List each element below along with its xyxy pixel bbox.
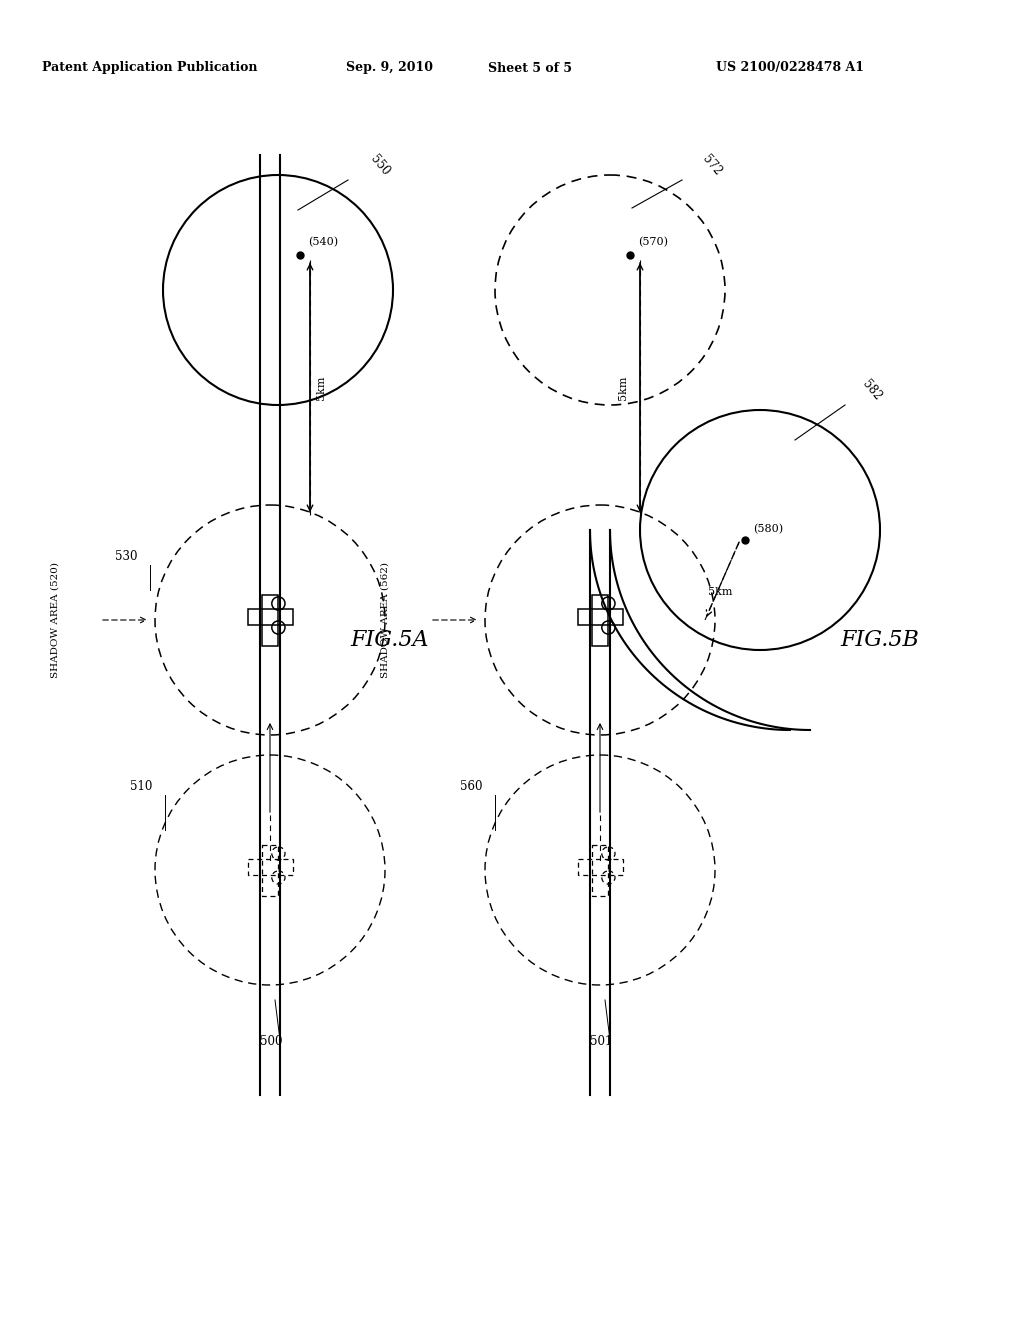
- Text: 582: 582: [860, 378, 885, 403]
- Text: Sep. 9, 2010: Sep. 9, 2010: [346, 62, 433, 74]
- Bar: [248, 859, 293, 875]
- Bar: [592, 594, 608, 645]
- Bar: [248, 609, 293, 626]
- Text: (570): (570): [638, 236, 668, 247]
- Text: 5km: 5km: [618, 375, 628, 400]
- Text: 5km: 5km: [708, 587, 732, 597]
- Text: 572: 572: [700, 153, 724, 178]
- Text: 560: 560: [460, 780, 482, 793]
- Bar: [578, 609, 623, 626]
- Text: Patent Application Publication: Patent Application Publication: [42, 62, 258, 74]
- Text: US 2100/0228478 A1: US 2100/0228478 A1: [716, 62, 864, 74]
- Text: 5km: 5km: [316, 375, 326, 400]
- Bar: [262, 594, 279, 645]
- Text: 510: 510: [130, 780, 153, 793]
- Text: FIG.5A: FIG.5A: [350, 630, 429, 651]
- Text: SHADOW AREA (520): SHADOW AREA (520): [50, 562, 59, 678]
- Text: 501: 501: [590, 1035, 612, 1048]
- Text: 500: 500: [260, 1035, 283, 1048]
- Text: (540): (540): [308, 236, 338, 247]
- Text: FIG.5B: FIG.5B: [841, 630, 920, 651]
- Bar: [262, 845, 279, 895]
- Bar: [578, 859, 623, 875]
- Text: SHADOW AREA (562): SHADOW AREA (562): [381, 562, 389, 678]
- Text: 550: 550: [368, 152, 392, 178]
- Text: 530: 530: [115, 550, 137, 564]
- Text: Sheet 5 of 5: Sheet 5 of 5: [488, 62, 572, 74]
- Bar: [592, 845, 608, 895]
- Text: (580): (580): [753, 524, 783, 535]
